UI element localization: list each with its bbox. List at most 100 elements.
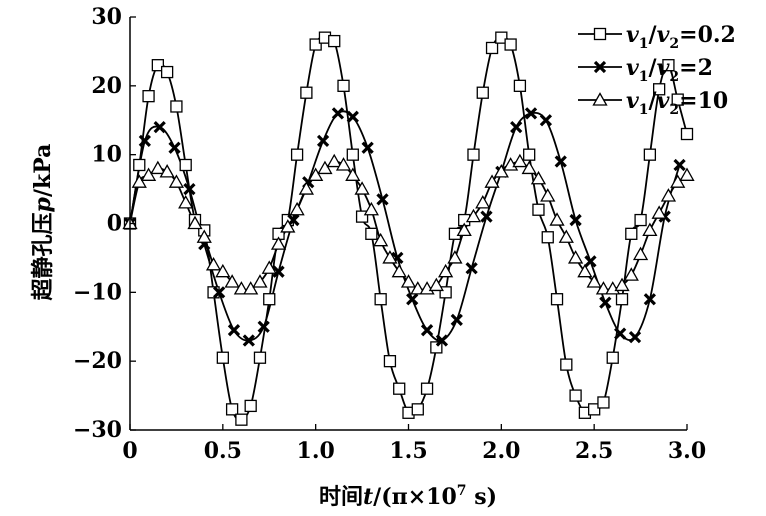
series-v1-v2-10-point-2 <box>140 167 157 181</box>
series-v1-v2-0-2-point-1 <box>133 158 146 172</box>
legend-item-3-sub1: 1 <box>639 102 649 118</box>
series-v1-v2-0-2-point-51 <box>597 396 610 409</box>
series-v1-v2-0-2-point-18 <box>290 148 304 161</box>
series-v1-v2-10-point-55 <box>632 246 649 261</box>
series-v1-v2-10-point-29 <box>391 263 407 278</box>
series-v1-v2-2-point-26 <box>510 121 523 134</box>
x-axis-title-var: t <box>363 484 373 510</box>
series-v1-v2-10-point-45 <box>540 188 556 202</box>
legend-item-1-sub1: 1 <box>639 36 649 52</box>
series-v1-v2-0-2-point-4 <box>160 65 174 79</box>
series-v1-v2-0-2-point-53 <box>615 293 629 306</box>
series-v1-v2-2-point-15 <box>346 110 359 123</box>
y-tick-label-3: 0 <box>107 211 122 237</box>
series-v1-v2-0-2-point-12 <box>235 413 248 426</box>
series-v1-v2-2-point-13 <box>316 134 330 148</box>
series-v1-v2-0-2-point-32 <box>420 382 434 395</box>
x-tick-label-3: 1.5 <box>389 438 427 464</box>
legend-item-3-value: =10 <box>679 88 728 114</box>
series-v1-v2-0-2-point-50 <box>588 403 601 416</box>
legend-item-3-var: v <box>626 88 639 114</box>
legend: v1/v2=0.2v1/v2=2v1/v2=10 <box>578 22 736 118</box>
series-v1-v2-0-2-point-29 <box>393 382 406 395</box>
series-v1-v2-10-point-38 <box>475 195 491 209</box>
series-v1-v2-0-2-point-58 <box>662 59 675 72</box>
series-v1-v2-10-point-1 <box>131 174 147 188</box>
y-tick-label-4: −10 <box>73 279 122 305</box>
series-v1-v2-2-point-31 <box>584 255 597 268</box>
series-v1-v2-10-point-36 <box>456 222 472 237</box>
series-v1-v2-2-point-1 <box>138 134 151 148</box>
series-v1-v2-0-2-point-27 <box>374 293 387 306</box>
y-axis-title-var: p <box>30 196 56 212</box>
series-v1-v2-10-point-13 <box>243 281 259 295</box>
series-v1-v2-10-point-16 <box>270 236 287 250</box>
y-tick-label-6: −30 <box>73 417 122 443</box>
series-v1-v2-2-point-2 <box>153 121 166 134</box>
series-v1-v2-0-2-point-25 <box>355 210 369 223</box>
series-v1-v2-10-point-10 <box>215 263 231 278</box>
series-v1-v2-0-2-point-45 <box>541 231 554 244</box>
series-v1-v2-10-point-47 <box>558 229 574 243</box>
series-v1-v2-0-2-point-48 <box>569 389 582 402</box>
x-tick-label-2: 1.0 <box>297 438 335 464</box>
series-v1-v2-10-point-35 <box>447 250 463 264</box>
series-v1-v2-0-2-point-6 <box>179 158 192 172</box>
series-v1-v2-10-point-23 <box>335 157 352 171</box>
series-v1-v2-10-point-26 <box>363 201 379 216</box>
series-v1-v2-0-2-point-22 <box>328 34 341 48</box>
series-v1-v2-10-point-54 <box>623 267 639 281</box>
series-v1-v2-10-point-43 <box>521 160 537 175</box>
series-v1-v2-0-2-point-15 <box>263 293 276 306</box>
x-tick-label-1: 0.5 <box>204 438 242 464</box>
series-v1-v2-0-2-point-2 <box>142 90 155 103</box>
series-v1-v2-10-point-51 <box>595 281 612 295</box>
series-v1-v2-10-point-7 <box>187 215 203 230</box>
series-v1-v2-10-point-8 <box>196 229 212 243</box>
series-v1-v2-2-point-10 <box>272 265 285 278</box>
series-v1-v2-0-2-point-20 <box>309 38 322 51</box>
series-v1-v2-2-point-6 <box>212 286 226 299</box>
legend-item-3-var2: v <box>657 88 670 114</box>
series-v1-v2-2-point-28 <box>539 114 553 127</box>
series-v1-v2-10-point-28 <box>382 250 398 264</box>
series-v1-v2-2-point-19 <box>406 293 419 306</box>
series-v1-v2-10-point-48 <box>567 250 584 264</box>
x-axis-title-sup: 7 <box>457 483 467 499</box>
series-v1-v2-0-2-point-10 <box>216 351 229 364</box>
tick-labels: 0 0.5 1.0 1.5 2.0 2.5 3.0 30 20 10 0 −10 −20 −30 <box>73 4 706 464</box>
series-v1-v2-10-point-18 <box>289 201 305 216</box>
series-v1-v2-10-point-15 <box>261 260 277 274</box>
series-v1-v2-2-point-14 <box>331 107 345 120</box>
series-v1-v2-2-point-29 <box>554 155 567 168</box>
series-v1-v2-10-point-5 <box>168 174 185 188</box>
series-v1-v2-0-2-point-34 <box>439 286 452 299</box>
series-v1-v2-10-point-46 <box>549 212 565 226</box>
y-tick-label-2: 10 <box>91 142 122 168</box>
series-markers <box>122 31 695 426</box>
series-v1-v2-10-point-56 <box>642 222 658 237</box>
series-v1-v2-2-point-22 <box>450 313 463 326</box>
series-v1-v2-10-point-60 <box>679 167 695 181</box>
y-axis-title-suffix: /kPa <box>30 144 56 198</box>
legend-item-3-label: v1/v2=10 <box>626 88 728 118</box>
x-axis-title-mid: /(π×10 <box>373 484 457 510</box>
y-axis-title-prefix: 超静孔压 <box>30 212 56 300</box>
x-axis-title-prefix: 时间 <box>319 484 363 510</box>
legend-item-2-sub2: 2 <box>669 69 679 85</box>
series-v1-v2-2-point-3 <box>168 141 181 154</box>
series-v1-v2-2-point-33 <box>614 327 627 340</box>
legend-item-1-value: =0.2 <box>679 22 736 48</box>
series-v1-v2-0-2-point-24 <box>346 148 359 161</box>
legend-item-3-slash: / <box>649 88 658 114</box>
legend-item-1-slash: / <box>649 22 658 48</box>
series-v1-v2-0-2-point-52 <box>606 351 619 364</box>
series-v1-v2-10-point-19 <box>298 181 314 195</box>
y-tick-label-0: 30 <box>91 4 122 30</box>
y-axis-title: 超静孔压p/kPa <box>30 144 56 301</box>
series-v1-v2-0-2-point-38 <box>476 86 489 99</box>
series-v1-v2-10-point-57 <box>651 205 667 219</box>
series-v1-v2-0-2-point-28 <box>383 355 397 368</box>
series-v1-v2-0-2-point-56 <box>643 148 657 161</box>
